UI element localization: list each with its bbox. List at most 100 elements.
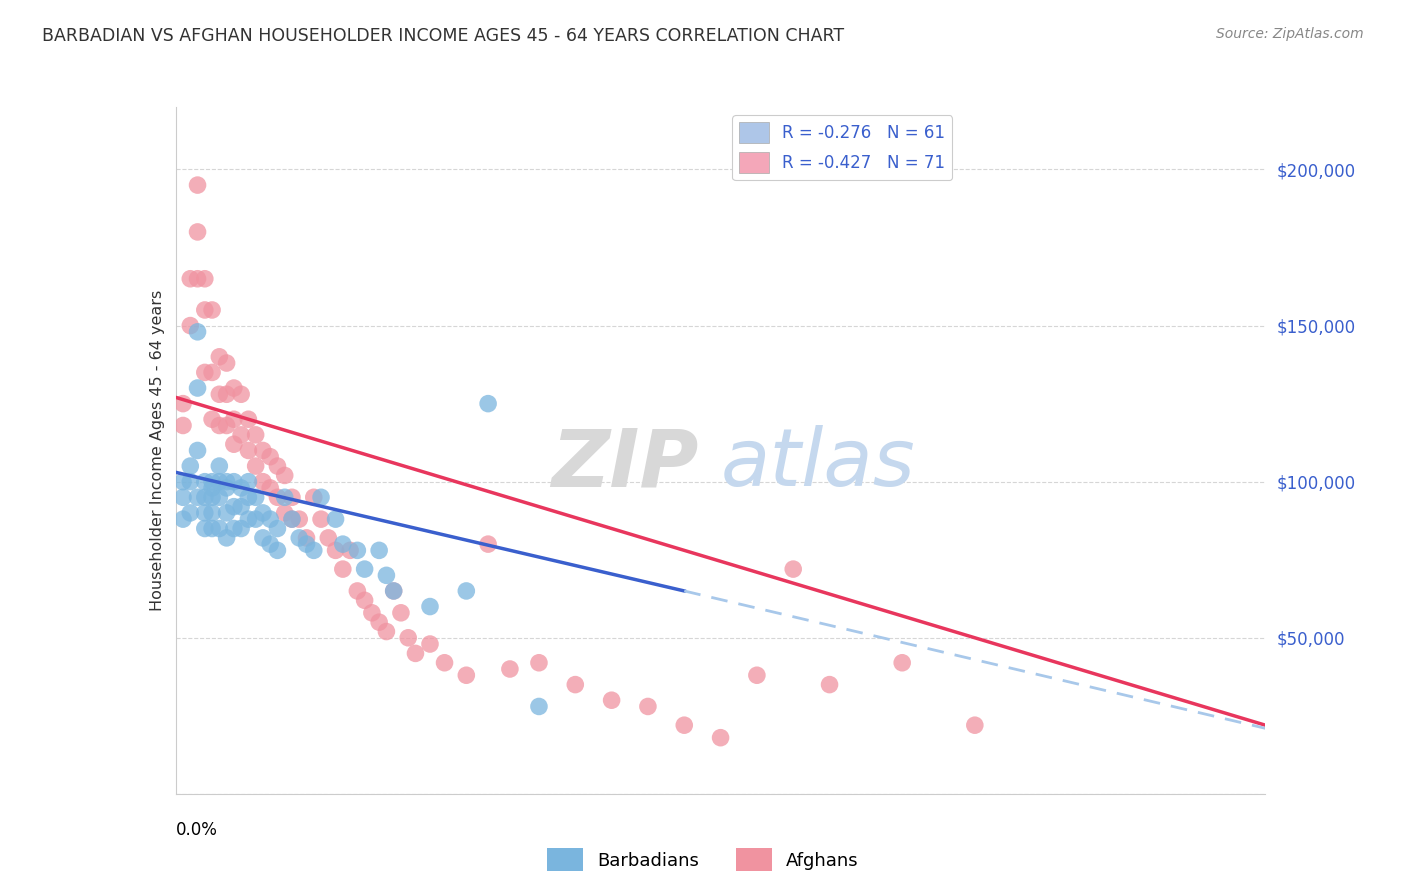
Point bbox=[288, 531, 311, 545]
Point bbox=[419, 599, 441, 614]
Point bbox=[238, 490, 260, 504]
Point bbox=[477, 537, 499, 551]
Point bbox=[375, 568, 398, 582]
Point bbox=[238, 512, 260, 526]
Point bbox=[215, 531, 238, 545]
Point bbox=[499, 662, 522, 676]
Point bbox=[281, 512, 304, 526]
Point bbox=[259, 481, 281, 495]
Point bbox=[245, 458, 267, 473]
Point bbox=[186, 271, 209, 285]
Point bbox=[527, 656, 550, 670]
Y-axis label: Householder Income Ages 45 - 64 years: Householder Income Ages 45 - 64 years bbox=[149, 290, 165, 611]
Point bbox=[281, 512, 304, 526]
Point bbox=[194, 521, 217, 535]
Point bbox=[201, 412, 224, 426]
Point bbox=[252, 531, 274, 545]
Point bbox=[186, 225, 209, 239]
Text: 0.0%: 0.0% bbox=[176, 822, 218, 839]
Point bbox=[564, 678, 586, 692]
Point bbox=[201, 303, 224, 318]
Point bbox=[325, 512, 347, 526]
Point bbox=[231, 521, 253, 535]
Point bbox=[222, 500, 245, 514]
Point bbox=[963, 718, 986, 732]
Point bbox=[245, 427, 267, 442]
Point bbox=[266, 543, 288, 558]
Point bbox=[179, 318, 201, 333]
Point bbox=[360, 606, 382, 620]
Point bbox=[194, 475, 217, 489]
Point bbox=[238, 475, 260, 489]
Point bbox=[673, 718, 696, 732]
Legend: R = -0.276   N = 61, R = -0.427   N = 71: R = -0.276 N = 61, R = -0.427 N = 71 bbox=[733, 115, 952, 180]
Point bbox=[382, 583, 405, 598]
Point bbox=[295, 537, 318, 551]
Point bbox=[179, 475, 201, 489]
Point bbox=[419, 637, 441, 651]
Point bbox=[456, 583, 478, 598]
Point bbox=[266, 490, 288, 504]
Point bbox=[231, 387, 253, 401]
Point bbox=[375, 624, 398, 639]
Point bbox=[259, 537, 281, 551]
Point bbox=[274, 490, 297, 504]
Point bbox=[346, 583, 368, 598]
Point bbox=[318, 531, 340, 545]
Point bbox=[818, 678, 841, 692]
Point bbox=[245, 512, 267, 526]
Point bbox=[259, 450, 281, 464]
Point bbox=[186, 178, 209, 192]
Point bbox=[332, 537, 354, 551]
Point bbox=[891, 656, 914, 670]
Point bbox=[201, 366, 224, 380]
Point bbox=[222, 521, 245, 535]
Point bbox=[527, 699, 550, 714]
Point bbox=[252, 443, 274, 458]
Point bbox=[201, 481, 224, 495]
Point bbox=[382, 583, 405, 598]
Text: BARBADIAN VS AFGHAN HOUSEHOLDER INCOME AGES 45 - 64 YEARS CORRELATION CHART: BARBADIAN VS AFGHAN HOUSEHOLDER INCOME A… bbox=[42, 27, 845, 45]
Point bbox=[396, 631, 419, 645]
Point bbox=[339, 543, 361, 558]
Point bbox=[172, 418, 194, 433]
Point bbox=[405, 646, 427, 660]
Point bbox=[353, 593, 375, 607]
Point bbox=[194, 271, 217, 285]
Point bbox=[215, 506, 238, 520]
Point bbox=[186, 443, 209, 458]
Point bbox=[456, 668, 478, 682]
Point bbox=[433, 656, 456, 670]
Point bbox=[274, 468, 297, 483]
Point bbox=[222, 475, 245, 489]
Point bbox=[281, 490, 304, 504]
Point bbox=[368, 543, 391, 558]
Point bbox=[222, 437, 245, 451]
Point bbox=[186, 490, 209, 504]
Point bbox=[201, 475, 224, 489]
Point bbox=[186, 381, 209, 395]
Point bbox=[194, 303, 217, 318]
Text: Source: ZipAtlas.com: Source: ZipAtlas.com bbox=[1216, 27, 1364, 41]
Point bbox=[266, 458, 288, 473]
Point bbox=[186, 325, 209, 339]
Point bbox=[194, 366, 217, 380]
Point bbox=[208, 418, 231, 433]
Point bbox=[215, 356, 238, 370]
Point bbox=[208, 350, 231, 364]
Point bbox=[745, 668, 768, 682]
Point bbox=[274, 506, 297, 520]
Point bbox=[600, 693, 623, 707]
Point bbox=[353, 562, 375, 576]
Point bbox=[252, 475, 274, 489]
Point bbox=[309, 512, 332, 526]
Point bbox=[208, 387, 231, 401]
Point bbox=[295, 531, 318, 545]
Point bbox=[346, 543, 368, 558]
Point bbox=[222, 412, 245, 426]
Point bbox=[201, 490, 224, 504]
Point bbox=[477, 396, 499, 410]
Point bbox=[179, 271, 201, 285]
Point bbox=[215, 418, 238, 433]
Point bbox=[172, 396, 194, 410]
